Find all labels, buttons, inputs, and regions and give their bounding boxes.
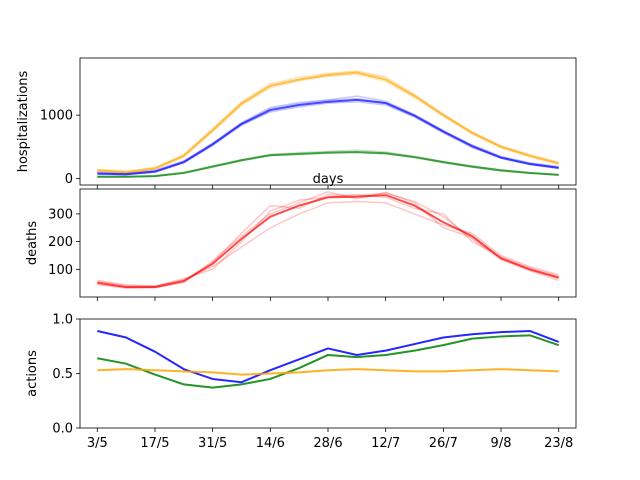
actions-panel: 0.0 0.5 1.0 3/5 17/5 31/5 14/6 28/6 12/7 26/7 9/8 2… (25, 313, 577, 451)
x-tick-label: 31/5 (198, 436, 227, 451)
series-orange-run-0 (97, 69, 559, 172)
y-axis-label: deaths (25, 221, 40, 266)
x-tick-label: 14/6 (256, 436, 285, 451)
x-axis-label: days (313, 172, 344, 187)
series-green-line (97, 150, 559, 178)
y-tick-label: 300 (48, 207, 73, 222)
x-tick-label: 17/5 (140, 436, 169, 451)
series-red-run-0 (97, 200, 559, 288)
axes-frame (79, 188, 577, 298)
series-red-run-2 (97, 193, 559, 287)
y-tick-label: 200 (48, 235, 73, 250)
series-orange-line (97, 71, 559, 174)
y-tick-label: 100 (48, 263, 73, 278)
x-tick-label: 12/7 (371, 436, 400, 451)
deaths-panel: 100 200 300 deaths (25, 188, 577, 301)
x-tick-label: 9/8 (491, 436, 512, 451)
series-red-run-3 (97, 190, 559, 289)
y-tick-label: 0.5 (52, 367, 73, 382)
series-red-run-1 (97, 192, 559, 289)
series-orange-line (97, 368, 559, 376)
x-tick-label: 28/6 (313, 436, 342, 451)
y-tick-label: 0 (65, 172, 73, 187)
y-tick-label: 1000 (40, 109, 73, 124)
y-axis-label: hospitalizations (16, 70, 31, 172)
x-tick-label: 23/8 (544, 436, 573, 451)
series-blue-line (97, 98, 559, 176)
series-orange-run-1 (97, 73, 559, 174)
hospitalizations-panel: 0 1000 hospitalizations (16, 57, 577, 189)
series-green-line (97, 334, 560, 389)
y-tick-label: 1.0 (52, 313, 73, 328)
series-blue-run-0 (97, 95, 559, 175)
x-tick-label: 3/5 (87, 436, 108, 451)
y-tick-label: 0.0 (52, 422, 73, 437)
x-tick-label: 26/7 (429, 436, 458, 451)
series-red-line (97, 194, 559, 289)
series-orange-run-2 (97, 70, 559, 173)
series-blue-line (97, 329, 560, 384)
y-axis-label: actions (25, 350, 40, 397)
